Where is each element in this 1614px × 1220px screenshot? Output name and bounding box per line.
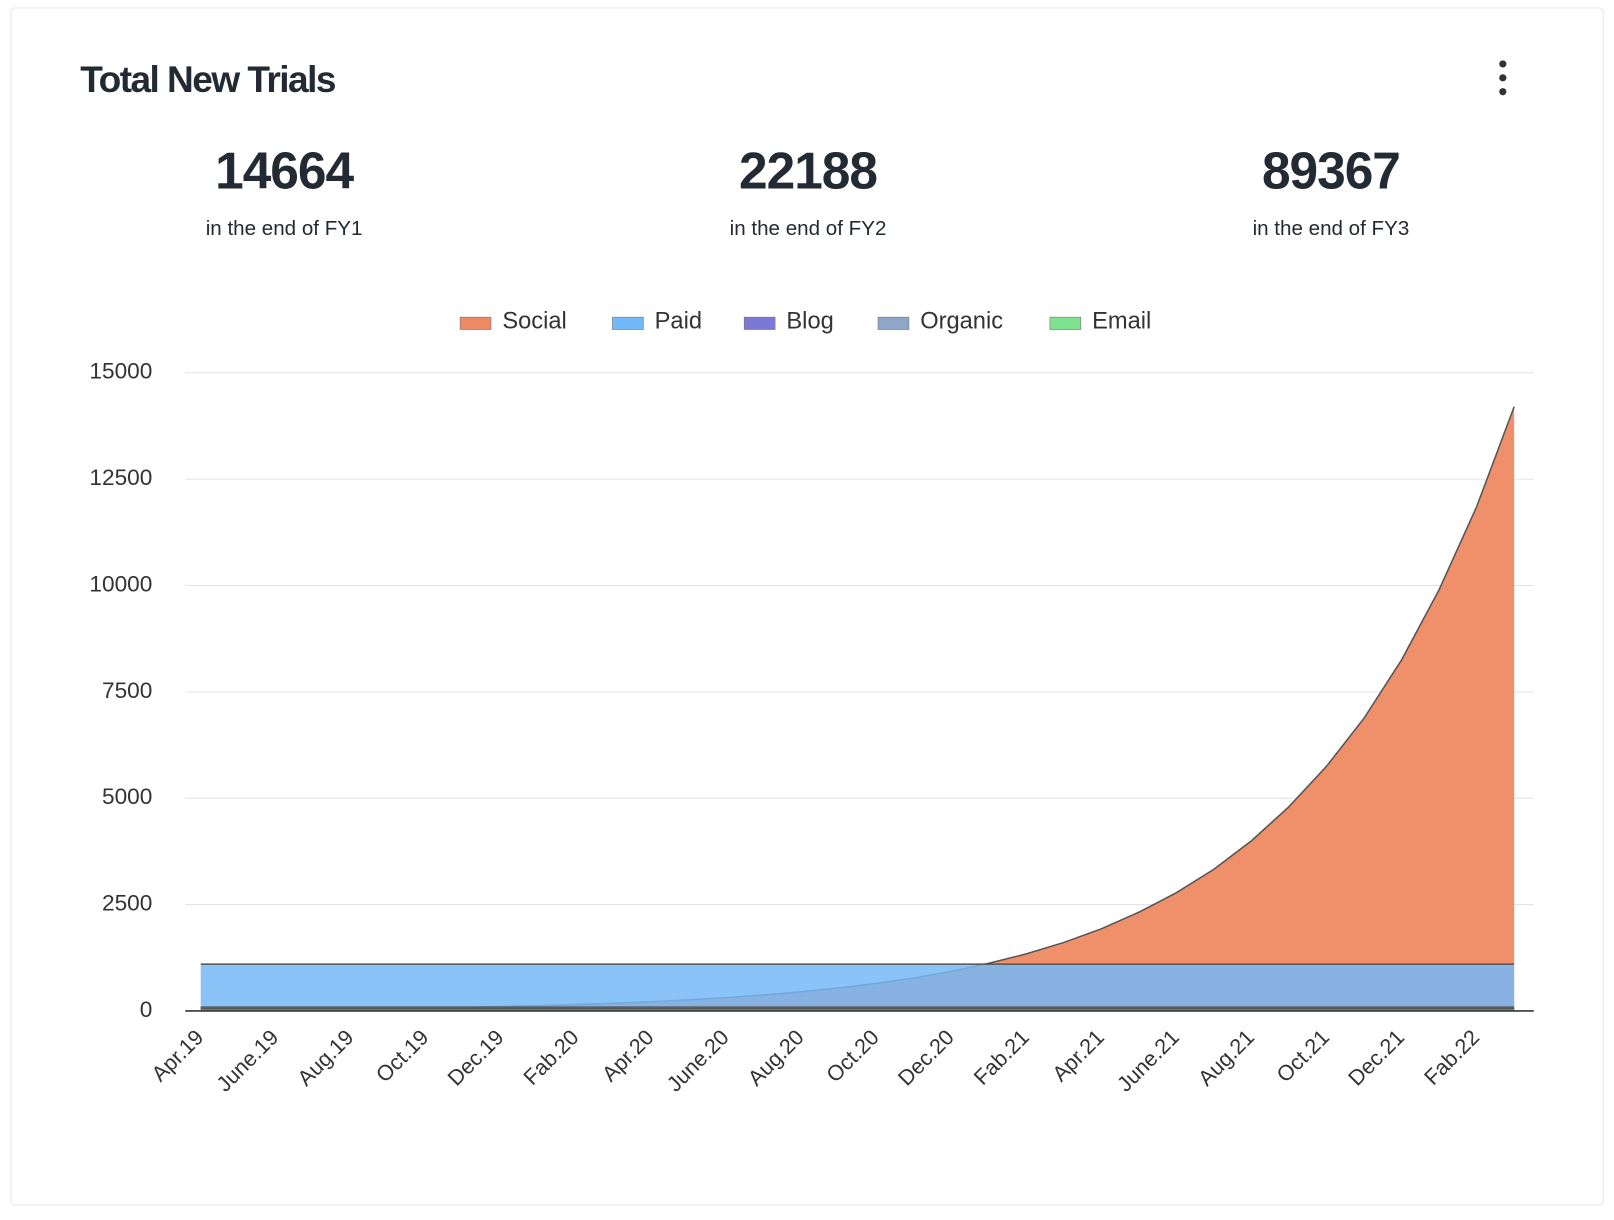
y-tick-label: 2500 <box>102 891 152 916</box>
stat-label: in the end of FY1 <box>206 217 363 240</box>
legend-swatch <box>612 316 644 330</box>
legend-swatch <box>743 316 776 330</box>
legend-label: Organic <box>920 309 1003 335</box>
menu-dot <box>1499 60 1507 68</box>
stat-value: 14664 <box>215 142 354 200</box>
y-tick-label: 7500 <box>102 678 152 703</box>
legend-label: Email <box>1092 309 1151 335</box>
legend-swatch <box>459 316 492 330</box>
area <box>200 964 1515 1011</box>
stat-label: in the end of FY2 <box>730 217 887 240</box>
y-tick-label: 5000 <box>102 784 152 809</box>
y-tick-label: 15000 <box>89 359 152 384</box>
menu-button[interactable] <box>1499 60 1507 96</box>
legend-label: Social <box>502 309 566 335</box>
legend-label: Paid <box>655 309 702 335</box>
stat-label: in the end of FY3 <box>1253 217 1410 240</box>
chart-title: Total New Trials <box>80 58 336 100</box>
y-tick-label: 10000 <box>89 571 152 596</box>
y-tick-label: 0 <box>140 997 153 1022</box>
y-tick-label: 12500 <box>89 465 152 490</box>
menu-dot <box>1499 74 1507 82</box>
stat-value: 22188 <box>739 142 877 200</box>
stat-value: 89367 <box>1262 142 1400 200</box>
area <box>200 406 1515 1011</box>
legend-label: Blog <box>786 309 833 335</box>
legend-swatch <box>877 316 910 330</box>
menu-dot <box>1499 88 1507 96</box>
legend-swatch <box>1049 316 1082 330</box>
